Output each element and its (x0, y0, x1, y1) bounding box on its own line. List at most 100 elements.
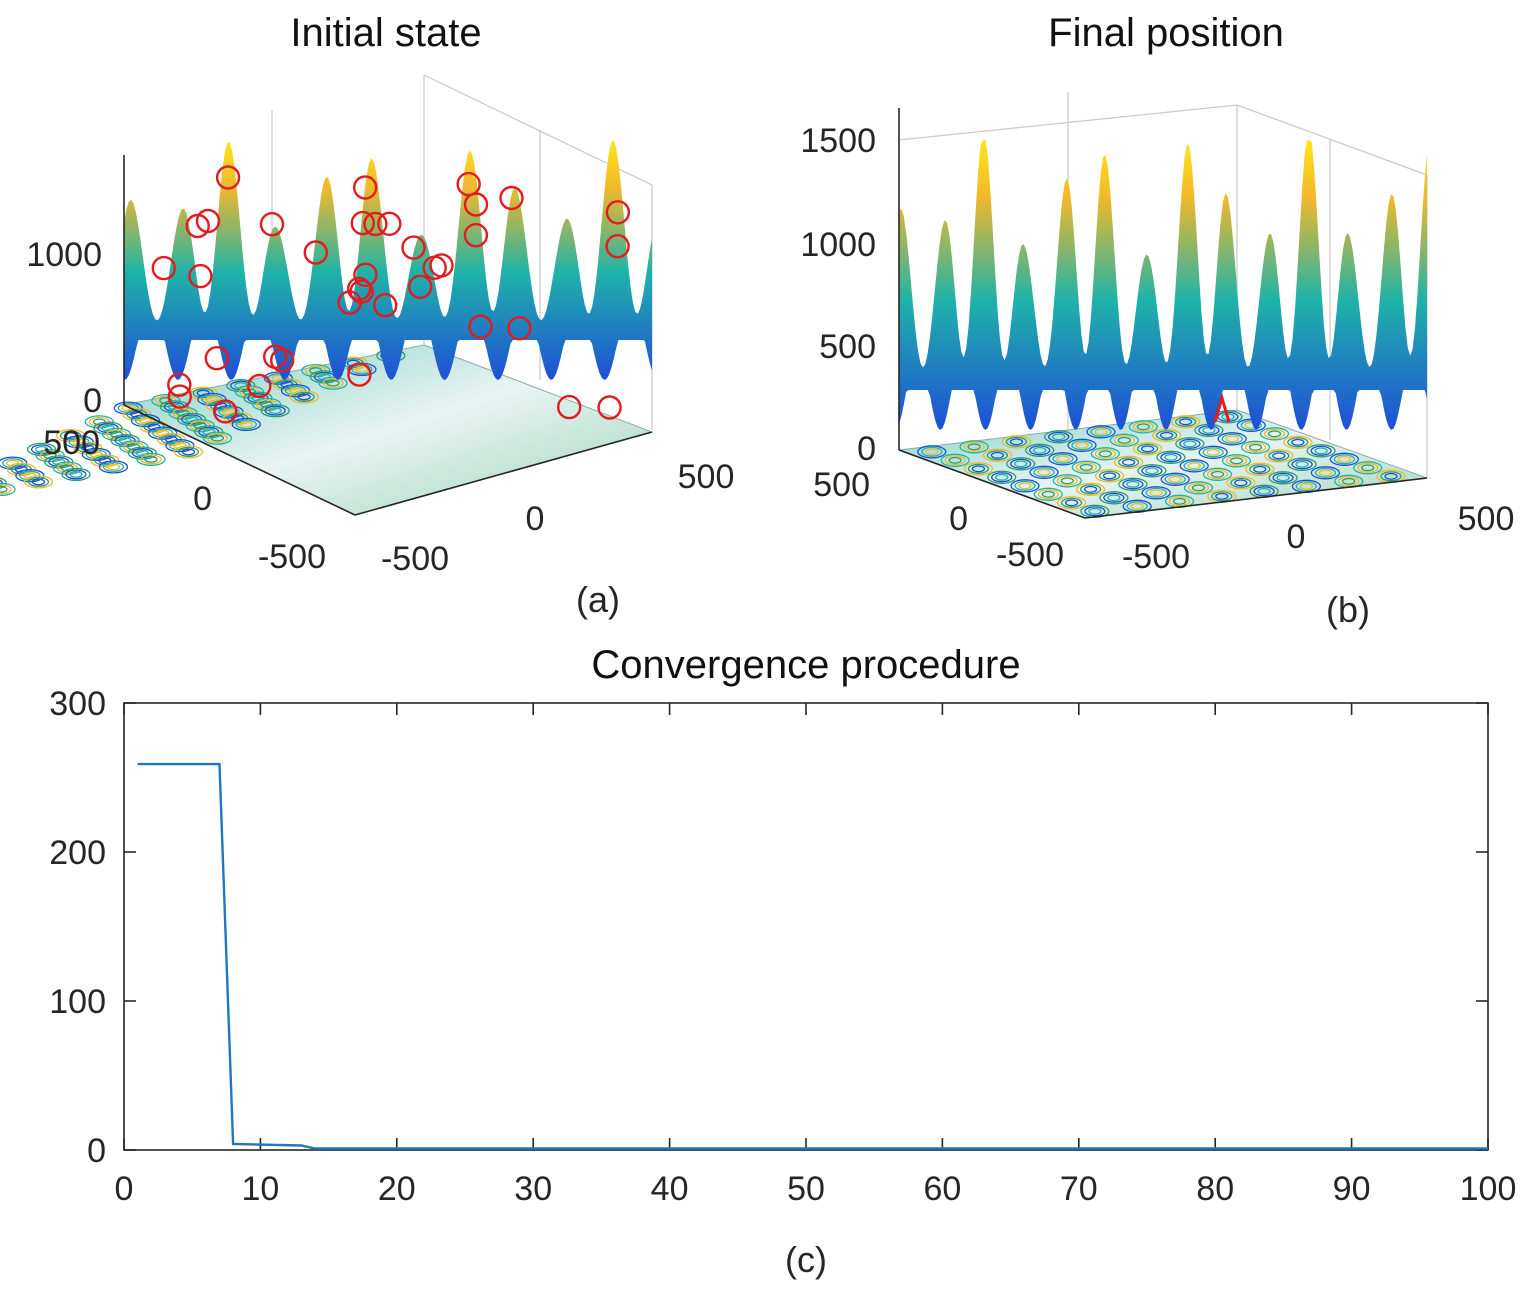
panel-b-contour-ring (990, 451, 1005, 459)
panel-b-contour-ring (1168, 475, 1182, 483)
panel-b-contour-ring (1037, 489, 1059, 500)
panel-a-contour-ring (31, 478, 46, 486)
panel-a-title: Initial state (290, 11, 481, 55)
panel-b-contour-ring (1029, 465, 1059, 479)
panel-a-y-tick-0: 0 (193, 480, 212, 518)
panel-b-contour-ring (1187, 462, 1201, 470)
panel-b-x-tick-0: 0 (1287, 518, 1306, 556)
panel-b-contour-ring (1202, 447, 1224, 458)
panel-b-contour-ring (971, 465, 986, 473)
panel-b-surface (899, 140, 1427, 430)
panel-b-contour-ring (1295, 481, 1318, 492)
panel-b-contour-ring (1136, 443, 1159, 454)
panel-b-contour-ring (1136, 423, 1150, 431)
particle-marker (263, 344, 288, 369)
panel-b-contour-ring (1010, 479, 1040, 493)
panel-b-x-tick-neg500: -500 (1122, 538, 1190, 576)
panel-b-contour-ring (1259, 427, 1290, 441)
panel-b-contour-ring (1380, 471, 1402, 482)
panel-a-contour-ring (0, 484, 12, 495)
panel-b-contour-ring (1268, 471, 1298, 485)
panel-b-contour-ring (1094, 448, 1116, 459)
panel-a-contour-ring (98, 460, 129, 474)
panel-a-contour-ring (318, 376, 348, 390)
panel-b-contour-ring (1149, 489, 1163, 497)
panel-b-y-axis (898, 449, 1086, 519)
panel-b-caption: (b) (1326, 589, 1370, 630)
panel-a-contour-ring (113, 401, 143, 415)
panel-b-contour-ring (1102, 472, 1117, 480)
panel-b-contour-ring (1014, 480, 1036, 491)
panel-b-contour-ring (1140, 445, 1155, 453)
panel-a-contour-ring (144, 455, 158, 463)
panel-a-contour-ring (0, 482, 16, 497)
panel-b-contour-ring (1067, 438, 1097, 452)
particle-marker (346, 276, 372, 302)
panel-b-x-tick-500: 500 (1458, 500, 1515, 538)
particle-marker (401, 235, 426, 260)
panel-b-contour-ring (1084, 506, 1106, 517)
x-tick-label: 70 (1060, 1170, 1098, 1208)
panel-b-y-tick-0: 0 (949, 500, 968, 538)
panel-a-z-tick-0: 0 (83, 382, 102, 420)
particle-marker (373, 293, 398, 318)
panel-b-contour-ring (1267, 430, 1282, 438)
panel-b-contour-ring (1164, 474, 1186, 485)
panel-b-contour-ring (1052, 453, 1074, 464)
x-tick-label: 90 (1333, 1170, 1371, 1208)
panel-b-contour-ring (1137, 464, 1167, 478)
panel-b-contour-ring (963, 462, 994, 476)
particle-marker (303, 240, 328, 265)
panel-b-contour-ring (1178, 418, 1193, 426)
panel-b-contour-ring (1291, 438, 1305, 446)
panel-b-contour-ring (1170, 415, 1201, 429)
panel-a-contour-ring (127, 446, 158, 460)
x-tick-label: 0 (115, 1170, 134, 1208)
panel-b-contour-ring (1094, 428, 1108, 436)
panel-a-contour-ring (148, 426, 178, 440)
panel-b-contour-ring (1191, 484, 1206, 492)
x-tick-label: 10 (241, 1170, 279, 1208)
panel-b-contour-ring (1079, 484, 1102, 495)
panel-a-contour-ring (15, 468, 45, 483)
panel-b-contour-ring (1229, 457, 1244, 465)
panel-b-contour-ring (1225, 435, 1239, 443)
panel-b-contour-ring (1088, 507, 1102, 515)
panel-a-x-axis (354, 431, 653, 516)
panel-b-contour-ring (1141, 486, 1171, 500)
panel-b-contour-ring (1291, 459, 1313, 470)
panel-b-contour-ring (1314, 467, 1337, 478)
panel-b-contour-ring (963, 441, 985, 452)
panel-b-contour-ring (1128, 420, 1158, 434)
x-tick-label: 100 (1460, 1170, 1517, 1208)
panel-a-contour-ring (264, 405, 286, 416)
panel-a-contour-ring (0, 477, 8, 489)
panel-b-contour-ring (1187, 482, 1210, 493)
panel-a-contour-ring (326, 379, 340, 387)
panel-b-contour-ring (1244, 442, 1267, 453)
panel-a-contour-ring (177, 446, 200, 457)
panel-b-contour-ring (1005, 436, 1028, 447)
panel-a-y-axis (123, 404, 356, 516)
panel-b-contour-ring (1221, 433, 1243, 444)
panel-b-contour-ring (1145, 467, 1159, 475)
panel-b-contour-ring (1075, 441, 1089, 449)
panel-b-contour-ring (1175, 437, 1205, 451)
panel-b-contour-ring (1253, 465, 1267, 473)
x-tick-label: 60 (923, 1170, 961, 1208)
panel-a-contour-ring (23, 475, 54, 489)
panel-b-contour-ring (921, 446, 943, 457)
particle-marker (429, 253, 454, 278)
panel-b-contour-ring (1253, 486, 1275, 497)
panel-b-contour-ring (991, 472, 1013, 483)
panel-b-contour-ring (1333, 454, 1356, 465)
panel-a-contour-ring (202, 431, 233, 445)
panel-b-contour-ring (982, 448, 1013, 462)
panel-b-contour-ring (1141, 465, 1163, 476)
panel-b-contour-ring (1109, 433, 1139, 447)
panel-a-surface (124, 140, 652, 380)
panel-a-contour-ring (235, 419, 257, 430)
x-tick-label: 50 (787, 1170, 825, 1208)
panel-b-contour-ring (1168, 496, 1191, 507)
panel-b-contour-ring (1210, 470, 1225, 478)
